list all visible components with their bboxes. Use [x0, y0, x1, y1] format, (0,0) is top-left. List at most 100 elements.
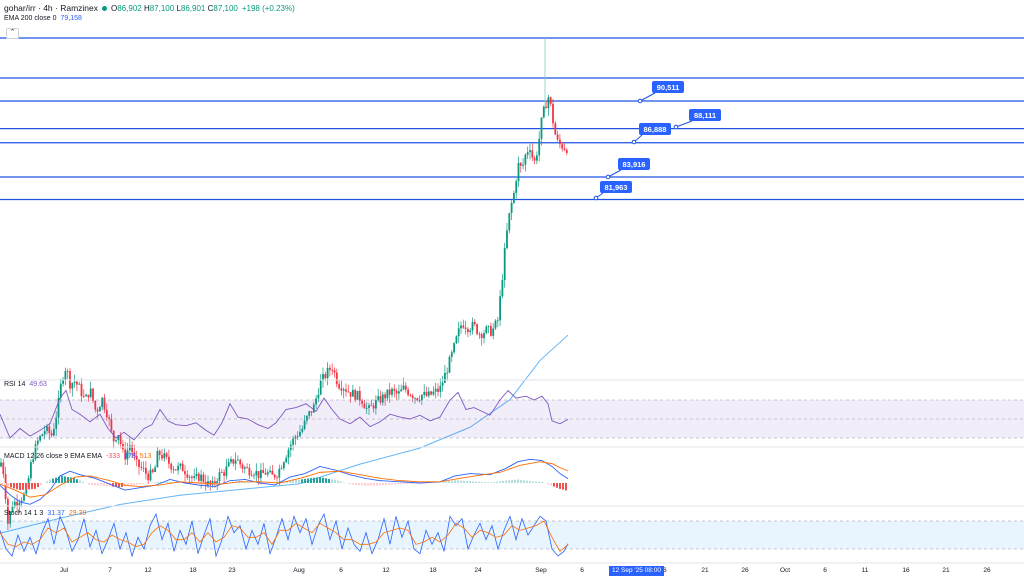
macd-legend[interactable]: MACD 12 26 close 9 EMA EMA -333 178 513 — [4, 453, 151, 460]
candle-body — [59, 383, 62, 399]
candle-body — [55, 417, 58, 429]
candle-body — [112, 430, 115, 442]
macd-histogram-bar — [4, 483, 6, 486]
candle-body — [82, 396, 85, 398]
rsi-legend[interactable]: RSI 14 49.63 — [4, 381, 47, 388]
candle-body — [510, 202, 513, 214]
macd-histogram-bar — [490, 482, 492, 483]
candle-body — [71, 383, 74, 389]
macd-histogram-bar — [355, 483, 357, 485]
candle-body — [32, 459, 35, 463]
macd-histogram-bar — [442, 482, 444, 483]
candle-body — [191, 476, 193, 478]
candle-body — [280, 468, 283, 469]
macd-histogram-bar — [247, 481, 249, 483]
candle-body — [409, 394, 412, 396]
candle-body — [453, 343, 455, 353]
candle-body — [375, 400, 377, 409]
macd-histogram-bar — [22, 483, 24, 490]
candle-body — [241, 464, 244, 469]
candle-body — [237, 459, 239, 461]
candle-body — [363, 403, 366, 409]
macd-histogram-bar — [193, 483, 195, 485]
candle-body — [308, 411, 311, 416]
ohlc-key: O — [111, 3, 118, 13]
collapse-legend-button[interactable]: ⌃ — [6, 28, 19, 39]
candle-body — [480, 334, 483, 339]
candle-body — [149, 469, 152, 481]
candle-body — [404, 385, 407, 390]
candle-body — [223, 472, 225, 476]
candle-body — [41, 434, 44, 437]
candle-body — [487, 326, 490, 327]
candle-body — [11, 506, 14, 512]
candle-body — [27, 478, 30, 488]
candle-body — [425, 391, 428, 396]
macd-histogram-bar — [319, 477, 321, 483]
candle-body — [20, 500, 23, 504]
ohlc-key: L — [176, 3, 181, 13]
candle-body — [218, 472, 221, 482]
candle-body — [145, 467, 147, 474]
candle-body — [460, 325, 462, 329]
macd-histogram-bar — [502, 480, 504, 483]
macd-histogram-bar — [40, 483, 42, 486]
candle-body — [467, 328, 469, 333]
macd-histogram-bar — [475, 481, 477, 483]
candle-body — [416, 398, 419, 401]
candle-body — [462, 325, 465, 328]
symbol-title[interactable]: gohar/irr · 4h · Ramzinex — [4, 3, 99, 13]
candle-body — [96, 409, 99, 412]
stoch-d-line — [0, 520, 569, 552]
candle-body — [439, 385, 442, 392]
ema-legend[interactable]: EMA 200 close 0 79,158 — [4, 15, 82, 22]
candle-body — [108, 417, 110, 419]
candle-body — [402, 385, 405, 390]
stoch-legend-value-d: 29.39 — [68, 510, 87, 517]
macd-histogram-bar — [100, 483, 102, 486]
macd-histogram-bar — [121, 483, 123, 487]
macd-histogram-bar — [46, 481, 48, 483]
candle-body — [232, 459, 235, 464]
macd-histogram-bar — [52, 478, 54, 483]
candle-body — [464, 327, 467, 329]
candle-body — [354, 389, 357, 400]
macd-histogram-bar — [259, 483, 261, 484]
candle-body — [347, 391, 350, 393]
candle-body — [499, 296, 501, 321]
ohlc-value: 87,100 — [213, 3, 238, 13]
macd-histogram-bar — [523, 480, 525, 483]
level-labels[interactable]: 90,511 88,111 86,888 83,916 81,963 — [593, 81, 721, 201]
candle-body — [269, 470, 271, 473]
candle-body — [126, 450, 129, 460]
candle-body — [361, 400, 363, 404]
macd-histogram-bar — [409, 483, 411, 484]
ohlc-key: H — [143, 3, 150, 13]
candle-body — [381, 394, 384, 403]
candle-body — [34, 444, 37, 460]
macd-histogram-bar — [403, 483, 405, 485]
candle-body — [186, 474, 189, 478]
macd-histogram-bar — [112, 483, 114, 487]
candle-body — [234, 460, 237, 464]
macd-histogram-bar — [139, 483, 141, 485]
candle-body — [25, 487, 28, 494]
macd-histogram-bar — [562, 483, 564, 490]
macd-histogram-bar — [157, 481, 159, 483]
candle-body — [368, 405, 370, 408]
macd-histogram-bar — [508, 480, 510, 483]
stoch-legend[interactable]: Stoch 14 1 3 31.37 29.39 — [4, 510, 86, 517]
macd-histogram-bar — [481, 481, 483, 483]
candle-body — [427, 391, 430, 396]
candle-body — [490, 326, 492, 336]
candle-body — [85, 394, 87, 397]
macd-histogram-bar — [391, 483, 393, 485]
label-anchor-dot — [631, 139, 637, 145]
candle-body — [36, 440, 39, 445]
macd-histogram-bar — [493, 482, 495, 483]
candle-body — [66, 370, 69, 372]
macd-histogram-bar — [415, 483, 417, 484]
macd-histogram-bar — [514, 479, 516, 483]
candle-body — [434, 388, 437, 392]
